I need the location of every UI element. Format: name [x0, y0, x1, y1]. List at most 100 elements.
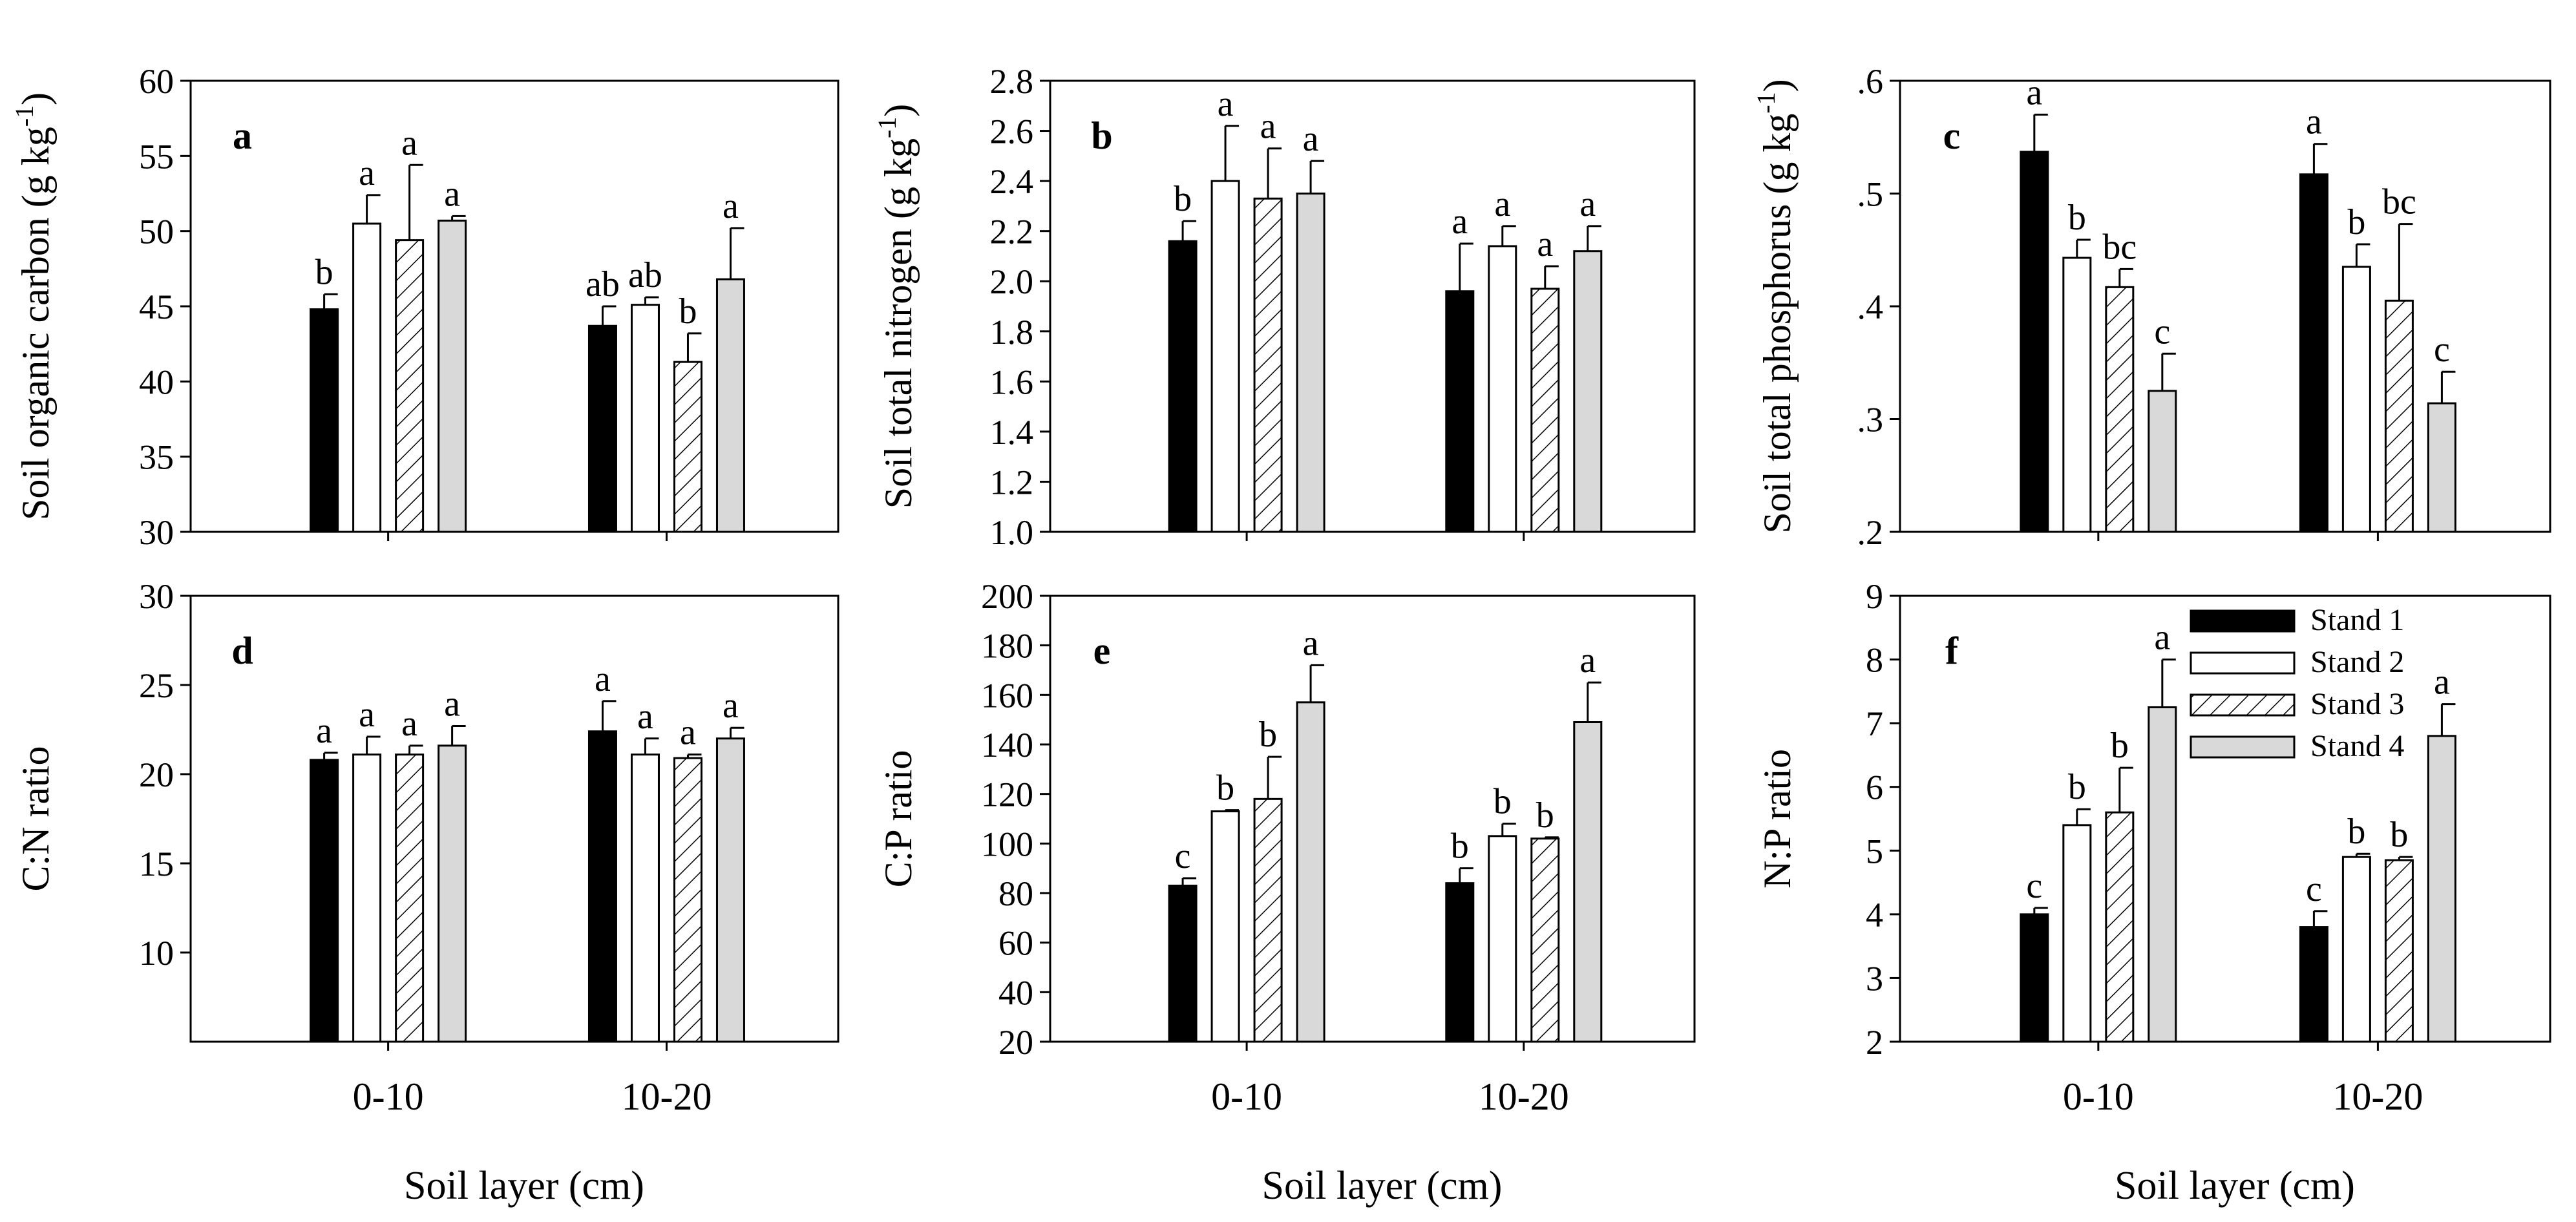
x-tick-label: 0-10 [2063, 1075, 2134, 1118]
bar-stand-1-0-10 [2020, 151, 2049, 533]
bar-stand-4-0-10 [438, 219, 467, 533]
y-tick-label: 100 [981, 825, 1033, 863]
y-tick-label: 25 [139, 666, 174, 705]
chart-panel-a: 30 35 40 45 50 55 60 Soil organic carbon (g kg-… [10, 62, 839, 552]
y-tick-label: 3 [1866, 959, 1883, 998]
bar-stand-4-0-10 [1296, 193, 1325, 533]
significance-letter: b [2347, 812, 2365, 852]
bar-stand-3-10-20 [673, 757, 702, 1043]
y-tick-label: 1.6 [990, 363, 1034, 401]
bar-stand-2-10-20 [630, 304, 660, 533]
legend-label-3: Stand 3 [2310, 687, 2404, 721]
significance-letter: c [2306, 869, 2322, 909]
significance-letter: a [1218, 84, 1234, 124]
bar-stand-3-0-10 [1253, 797, 1283, 1043]
significance-letter: bc [2382, 182, 2416, 222]
significance-letter: a [444, 174, 460, 214]
bar-stand-1-10-20 [1445, 290, 1475, 533]
y-tick-label: 60 [998, 924, 1033, 963]
bar-stand-2-10-20 [630, 753, 660, 1043]
panel-label: d [231, 629, 253, 672]
significance-letter: b [315, 252, 333, 292]
x-axis-label: Soil layer (cm) [2115, 1164, 2355, 1208]
y-tick-label: 8 [1866, 641, 1883, 680]
chart-panel-c: .2 .3 .4 .5 .6 Soil total phosphorus (g kg-1)… [1751, 62, 2551, 552]
x-tick-label: 0-10 [1211, 1075, 1282, 1118]
legend-label-1: Stand 1 [2310, 603, 2404, 637]
bar-stand-2-0-10 [352, 222, 382, 533]
bar-stand-2-0-10 [2062, 257, 2092, 533]
significance-letter: c [1175, 836, 1191, 876]
significance-letter: b [2347, 202, 2365, 242]
bar-stand-3-0-10 [395, 753, 425, 1043]
y-tick-label: 40 [998, 973, 1033, 1012]
y-tick-label: 2.4 [990, 162, 1034, 201]
significance-letter: b [2068, 767, 2086, 807]
y-axis-label: C:N ratio [14, 746, 57, 892]
y-axis-label: Soil total phosphorus (g kg-1) [1751, 79, 1799, 533]
bar-stand-4-0-10 [2148, 706, 2177, 1043]
y-tick-label: 9 [1866, 577, 1883, 616]
significance-letter: a [359, 153, 375, 193]
y-tick-label: .4 [1857, 288, 1884, 326]
x-tick-label: 10-20 [2332, 1075, 2423, 1118]
bar-stand-2-0-10 [2062, 824, 2092, 1043]
significance-letter: a [401, 704, 417, 744]
y-tick-label: 80 [998, 874, 1033, 913]
significance-letter: a [444, 684, 460, 724]
panel-label: f [1945, 629, 1959, 672]
significance-letter: a [2306, 102, 2322, 142]
significance-letter: a [1303, 119, 1319, 159]
bar-stand-3-10-20 [2384, 859, 2414, 1043]
bar-stand-3-10-20 [2384, 299, 2414, 533]
significance-letter: b [2390, 815, 2408, 855]
plot-frame [1049, 79, 1696, 533]
bar-stand-4-0-10 [1296, 701, 1325, 1043]
significance-letter: a [2026, 72, 2042, 112]
bar-stand-1-0-10 [1168, 240, 1198, 533]
significance-letter: ab [586, 264, 620, 304]
y-axis-label: Soil total nitrogen (g kg-1) [872, 104, 920, 509]
bar-stand-3-0-10 [395, 239, 425, 533]
significance-letter: b [1259, 715, 1277, 755]
bar-stand-4-10-20 [2427, 735, 2456, 1043]
bar-stand-2-0-10 [1210, 180, 1240, 533]
plot-frame [1049, 595, 1696, 1043]
y-tick-label: 55 [139, 137, 174, 176]
y-axis-label-superscript: -1 [10, 105, 39, 127]
y-tick-label: 40 [139, 363, 174, 401]
y-tick-label: 10 [139, 934, 174, 973]
bar-stand-1-10-20 [2299, 926, 2328, 1043]
y-tick-label: 45 [139, 288, 174, 326]
significance-letter: b [1174, 179, 1192, 219]
y-tick-label: 15 [139, 845, 174, 883]
bar-stand-2-0-10 [352, 753, 382, 1043]
legend-label-4: Stand 4 [2310, 729, 2404, 763]
significance-letter: a [2154, 618, 2170, 658]
bar-stand-2-10-20 [1488, 835, 1517, 1043]
bar-stand-3-10-20 [1530, 837, 1560, 1043]
significance-letter: a [680, 713, 696, 753]
y-tick-label: 20 [998, 1023, 1033, 1062]
bar-stand-1-0-10 [2020, 913, 2049, 1043]
y-tick-label: 60 [139, 62, 174, 101]
y-tick-label: 6 [1866, 768, 1883, 807]
y-tick-label: 140 [981, 726, 1033, 764]
x-tick-label: 0-10 [353, 1075, 424, 1118]
y-axis-label-tail: ) [1756, 79, 1799, 92]
significance-letter: b [679, 291, 697, 332]
significance-letter: a [723, 686, 739, 726]
legend-swatch-3 [2190, 693, 2296, 717]
bar-stand-3-0-10 [2105, 811, 2135, 1043]
bar-stand-3-10-20 [1530, 288, 1560, 533]
y-tick-label: 50 [139, 213, 174, 251]
y-tick-label: 1.4 [990, 413, 1034, 452]
y-tick-label: 2.8 [990, 62, 1034, 101]
panel-label: e [1093, 629, 1111, 672]
bar-stand-2-10-20 [1488, 245, 1517, 533]
y-tick-label: 180 [981, 627, 1033, 666]
significance-letter: b [1216, 768, 1234, 808]
y-tick-label: 160 [981, 676, 1033, 715]
bar-stand-2-10-20 [2341, 856, 2371, 1043]
